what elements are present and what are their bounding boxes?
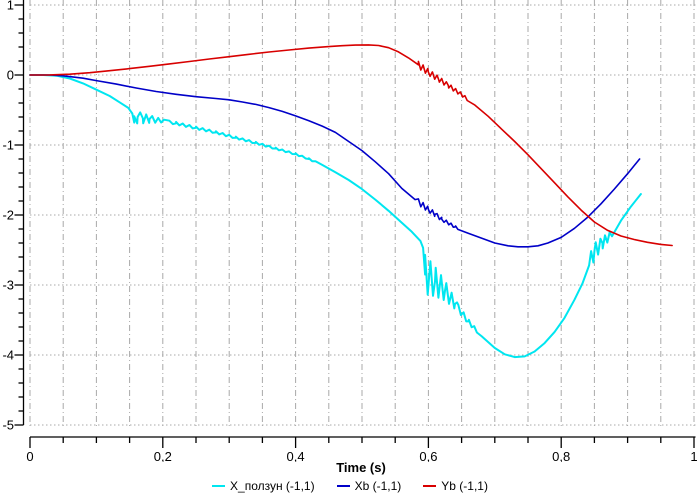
vertical-gridlines: [29, 0, 695, 427]
plot-canvas: 1 0 -1 -2 -3 -4 -5 0 0,2 0,4 0,6 0,8 1: [2, 0, 698, 462]
y-tick-label: -4: [2, 348, 14, 363]
x-tick-label: 0,4: [287, 449, 305, 462]
legend-item: Xb (-1,1): [336, 479, 402, 493]
x-tick-label: 0: [26, 449, 33, 462]
axes: [22, 0, 696, 438]
x-axis-title: Time (s): [336, 460, 386, 475]
y-tick-label: 1: [7, 0, 14, 13]
y-tick-label: -1: [2, 138, 14, 153]
legend-item: X_ползун (-1,1): [212, 479, 315, 493]
y-tick-label: 0: [7, 68, 14, 83]
x-tick-label: 0,8: [552, 449, 570, 462]
x-tick-label: 0,2: [154, 449, 172, 462]
y-tick-label: -2: [2, 208, 14, 223]
horizontal-gridlines: [30, 4, 697, 426]
legend: X_ползун (-1,1) Xb (-1,1) Yb (-1,1): [0, 479, 700, 493]
y-tick-label: -5: [2, 418, 14, 433]
series-line-2: [29, 44, 673, 247]
legend-label: Xb (-1,1): [354, 479, 402, 493]
tick-labels: 1 0 -1 -2 -3 -4 -5 0 0,2 0,4 0,6 0,8 1: [2, 0, 697, 462]
legend-label: Yb (-1,1): [441, 479, 488, 493]
legend-line-marker: [423, 485, 437, 487]
legend-line-marker: [336, 485, 350, 487]
y-tick-label: -3: [2, 278, 14, 293]
tick-marks: [14, 4, 695, 448]
x-tick-label: 0,6: [419, 449, 437, 462]
x-tick-label: 1: [690, 449, 697, 462]
series-line-0: [29, 74, 642, 359]
legend-line-marker: [212, 485, 226, 487]
legend-item: Yb (-1,1): [423, 479, 488, 493]
series-line-1: [29, 74, 641, 248]
legend-label: X_ползун (-1,1): [230, 479, 315, 493]
